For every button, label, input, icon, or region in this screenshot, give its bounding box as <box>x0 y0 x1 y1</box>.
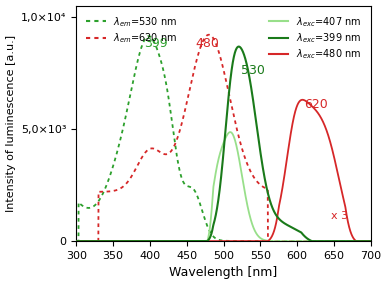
Text: 480: 480 <box>195 37 219 50</box>
Legend: $\lambda_{exc}$=407 nm, $\lambda_{exc}$=399 nm, $\lambda_{exc}$=480 nm: $\lambda_{exc}$=407 nm, $\lambda_{exc}$=… <box>267 13 363 63</box>
Y-axis label: Intensity of luminescence [a.u.]: Intensity of luminescence [a.u.] <box>5 35 15 212</box>
Text: x 3: x 3 <box>331 211 348 221</box>
Text: 399: 399 <box>144 37 168 50</box>
X-axis label: Wavelength [nm]: Wavelength [nm] <box>170 266 278 280</box>
Text: 620: 620 <box>304 98 328 111</box>
Text: 530: 530 <box>241 64 264 77</box>
